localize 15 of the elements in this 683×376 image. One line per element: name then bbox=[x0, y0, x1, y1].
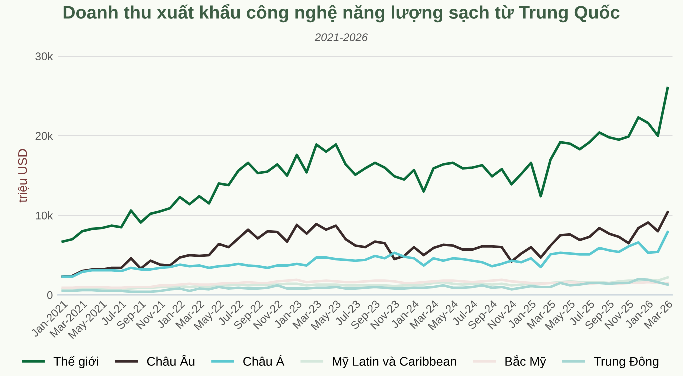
legend-label: Thế giới bbox=[54, 356, 98, 369]
chart-title: Doanh thu xuất khẩu công nghệ năng lượng sạch từ Trung Quốc bbox=[64, 4, 620, 23]
y-axis-title: triệu USD bbox=[18, 149, 30, 203]
line-series bbox=[62, 231, 670, 278]
legend-label: Trung Đông bbox=[594, 356, 659, 369]
y-tick-label: 10k bbox=[36, 212, 54, 220]
y-tick-label: 30k bbox=[36, 52, 54, 61]
y-tick-label: 20k bbox=[36, 132, 54, 140]
legend-label: Châu Âu bbox=[147, 354, 195, 366]
legend-label: Châu Á bbox=[244, 355, 285, 366]
chart-subtitle: 2021-2026 bbox=[314, 34, 368, 42]
line-series bbox=[62, 86, 670, 244]
legend-label: Mỹ Latin và Caribbean bbox=[333, 356, 456, 369]
y-tick-label: 0 bbox=[47, 291, 53, 300]
legend-label: Bắc Mỹ bbox=[506, 355, 546, 369]
